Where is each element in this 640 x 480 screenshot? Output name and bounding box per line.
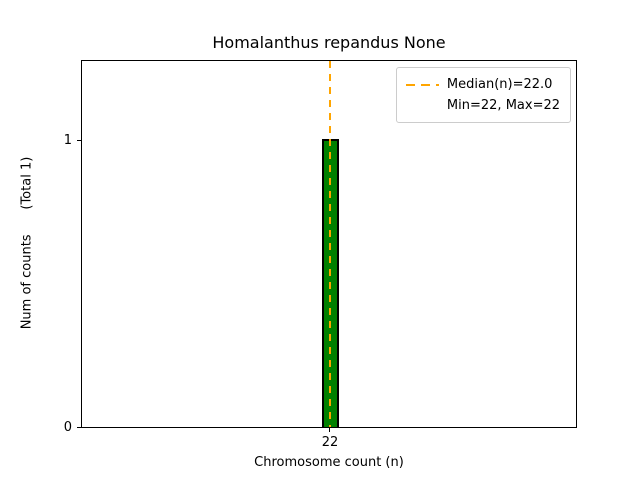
legend-label-median: Median(n)=22.0 <box>446 77 553 92</box>
median-line <box>329 61 331 427</box>
y-axis-label: Num of counts (Total 1) <box>19 156 35 330</box>
x-tick-label-22: 22 <box>321 435 339 450</box>
legend: Median(n)=22.0 Min=22, Max=22 <box>395 67 571 123</box>
x-axis-label: Chromosome count (n) <box>254 455 404 470</box>
y-tick-mark-0 <box>77 427 81 428</box>
legend-label-minmax: Min=22, Max=22 <box>446 98 560 113</box>
median-dashed-line-icon <box>405 83 439 86</box>
y-tick-label-0: 0 <box>63 420 72 435</box>
chart-title: Homalanthus repandus None <box>212 33 446 52</box>
y-tick-mark-1 <box>77 140 81 141</box>
legend-spacer <box>406 105 439 107</box>
legend-row-minmax: Min=22, Max=22 <box>406 95 560 116</box>
legend-row-median: Median(n)=22.0 <box>405 74 560 95</box>
x-tick-mark-22 <box>329 428 330 432</box>
y-tick-label-1: 1 <box>63 133 72 148</box>
